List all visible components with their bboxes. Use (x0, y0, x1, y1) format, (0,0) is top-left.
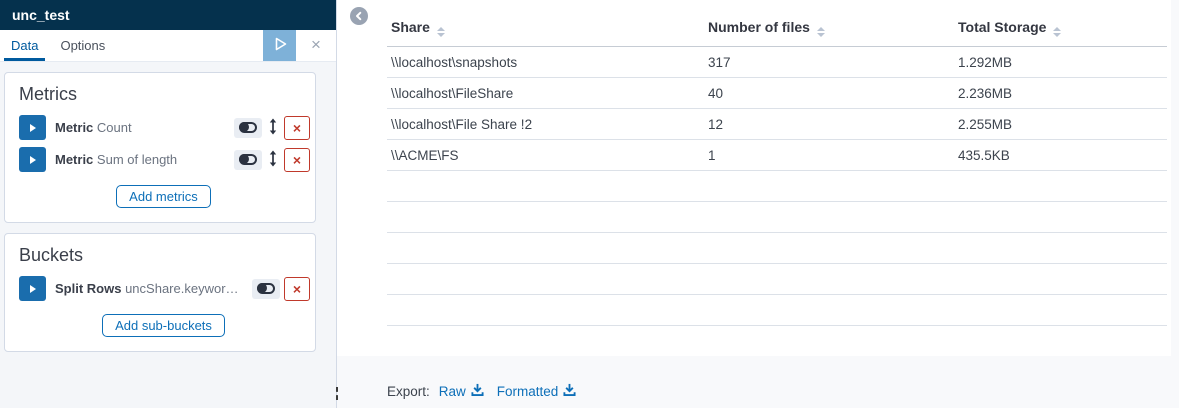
cell-total-storage: 435.5KB (954, 139, 1167, 171)
column-label: Share (391, 19, 430, 35)
sort-arrows-icon[interactable] (1053, 27, 1062, 37)
empty-table-row (387, 170, 1167, 202)
export-formatted-text: Formatted (496, 383, 559, 399)
play-right-icon (29, 155, 36, 164)
column-label: Number of files (708, 19, 810, 35)
add-sub-buckets-button[interactable]: Add sub-buckets (102, 314, 225, 337)
x-icon: × (292, 119, 302, 136)
table-row: \\ACME\FS 1 435.5KB (387, 139, 1167, 171)
agg-type: Split Rows (55, 281, 122, 296)
cell-share: \\localhost\File Share !2 (387, 108, 704, 140)
export-label: Export: (387, 383, 430, 399)
disable-agg-toggle[interactable] (234, 117, 262, 138)
close-icon: × (311, 34, 321, 54)
table-row: \\localhost\snapshots 317 1.292MB (387, 46, 1167, 78)
tab-data[interactable]: Data (0, 30, 49, 61)
up-down-arrow-icon (268, 150, 278, 170)
tab-options[interactable]: Options (60, 38, 106, 53)
remove-agg-button[interactable]: × (284, 276, 310, 301)
cell-number-of-files: 40 (704, 77, 954, 109)
cell-number-of-files: 12 (704, 108, 954, 140)
empty-table-row (387, 263, 1167, 295)
cell-share: \\localhost\FileShare (387, 77, 704, 109)
expand-agg-button[interactable] (19, 115, 46, 140)
editor-tabbar: Data Options × (0, 30, 336, 62)
visualization-pane: Share Number of files Total Storage \\lo… (337, 0, 1179, 408)
sort-arrows-icon[interactable] (816, 27, 825, 37)
reorder-agg-button[interactable] (266, 117, 280, 139)
agg-value: uncShare.keyword: De... (125, 281, 242, 296)
cell-number-of-files: 1 (704, 139, 954, 171)
page-background-strip (1171, 0, 1179, 356)
x-icon: × (292, 151, 302, 168)
agg-value: Count (96, 120, 132, 135)
vis-title: unc_test (0, 0, 336, 30)
chevron-left-icon (354, 9, 364, 24)
discard-changes-button[interactable]: × (296, 30, 336, 61)
cell-total-storage: 2.236MB (954, 77, 1167, 109)
disable-agg-toggle[interactable] (234, 149, 262, 170)
disable-agg-toggle[interactable] (252, 278, 280, 299)
toggle-switch-icon (257, 283, 275, 294)
column-label: Total Storage (958, 19, 1047, 35)
cell-total-storage: 2.255MB (954, 108, 1167, 140)
sidebar-collapse-button[interactable] (350, 7, 368, 25)
table-row: \\localhost\FileShare 40 2.236MB (387, 77, 1167, 109)
metric-row-count: Metric Count × (19, 115, 310, 140)
column-header-share[interactable]: Share (387, 16, 704, 47)
download-icon (563, 383, 576, 399)
agg-label[interactable]: Metric Sum of length (55, 152, 224, 167)
expand-agg-button[interactable] (19, 147, 46, 172)
buckets-panel: Buckets Split Rows uncShare.keyword: De.… (4, 233, 316, 352)
empty-table-row (387, 325, 1167, 357)
cell-share: \\localhost\snapshots (387, 46, 704, 78)
play-icon (270, 34, 290, 57)
metric-row-sum: Metric Sum of length × (19, 147, 310, 172)
play-right-icon (29, 284, 36, 293)
sidebar-body: Metrics Metric Count × Metric Sum of len… (0, 62, 336, 408)
x-icon: × (292, 280, 302, 297)
bucket-row-split-rows: Split Rows uncShare.keyword: De... × (19, 276, 310, 301)
empty-table-row (387, 232, 1167, 264)
table-header-row: Share Number of files Total Storage (387, 16, 1167, 47)
empty-table-row (387, 201, 1167, 233)
cell-number-of-files: 317 (704, 46, 954, 78)
table-row: \\localhost\File Share !2 12 2.255MB (387, 108, 1167, 140)
export-formatted-link[interactable]: Formatted (497, 383, 577, 399)
cell-share: \\ACME\FS (387, 139, 704, 171)
apply-changes-button[interactable] (263, 30, 296, 61)
up-down-arrow-icon (268, 118, 278, 138)
cell-total-storage: 1.292MB (954, 46, 1167, 78)
metrics-title: Metrics (19, 84, 77, 104)
agg-type: Metric (55, 120, 94, 135)
remove-agg-button[interactable]: × (284, 115, 310, 140)
column-header-total-storage[interactable]: Total Storage (954, 16, 1167, 47)
tabbar-spacer (116, 30, 263, 61)
table-footer: Export: Raw Formatted (337, 356, 1179, 408)
sort-arrows-icon[interactable] (436, 27, 445, 37)
column-header-number-of-files[interactable]: Number of files (704, 16, 954, 47)
agg-label[interactable]: Metric Count (55, 120, 224, 135)
data-table: Share Number of files Total Storage \\lo… (387, 16, 1167, 357)
export-raw-text: Raw (438, 383, 466, 399)
toggle-switch-icon (239, 154, 257, 165)
export-bar: Export: Raw Formatted (387, 383, 589, 399)
download-icon (471, 383, 484, 399)
vis-editor-sidebar: unc_test Data Options × Metrics Metric C… (0, 0, 337, 408)
empty-table-row (387, 294, 1167, 326)
metrics-panel: Metrics Metric Count × Metric Sum of len… (4, 72, 316, 223)
expand-agg-button[interactable] (19, 276, 46, 301)
play-right-icon (29, 123, 36, 132)
agg-value: Sum of length (96, 152, 178, 167)
toggle-switch-icon (239, 122, 257, 133)
buckets-title: Buckets (19, 245, 84, 265)
add-metrics-button[interactable]: Add metrics (116, 185, 211, 208)
agg-type: Metric (55, 152, 94, 167)
export-raw-link[interactable]: Raw (439, 383, 484, 399)
remove-agg-button[interactable]: × (284, 147, 310, 172)
reorder-agg-button[interactable] (266, 149, 280, 171)
agg-label[interactable]: Split Rows uncShare.keyword: De... (55, 281, 242, 296)
panel-resize-grip[interactable] (336, 387, 338, 400)
